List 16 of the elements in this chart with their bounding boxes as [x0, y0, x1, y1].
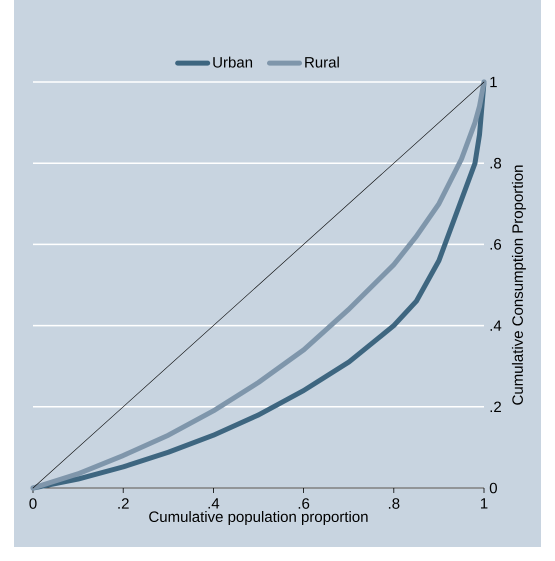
x-tick-label: .2: [118, 498, 129, 509]
y-tick-label: .8: [490, 158, 502, 168]
y-tick-label: 0: [490, 482, 497, 494]
y-tick-label: 1: [490, 76, 497, 88]
legend-label: Rural: [305, 56, 339, 68]
x-tick-label: .8: [388, 498, 400, 509]
y-tick-label: .4: [490, 320, 502, 331]
y-axis-title: Cumulative Consumption Proportion: [512, 166, 526, 405]
x-tick-label: .6: [298, 498, 310, 509]
x-tick-label: 1: [480, 498, 488, 509]
y-tick-label: .2: [490, 402, 501, 412]
x-tick-label: .4: [208, 498, 220, 509]
legend-label: Urban: [213, 56, 252, 68]
y-tick-label: .6: [490, 239, 502, 250]
x-tick-label: 0: [29, 498, 37, 509]
x-axis-title: Cumulative population proportion: [149, 511, 368, 525]
